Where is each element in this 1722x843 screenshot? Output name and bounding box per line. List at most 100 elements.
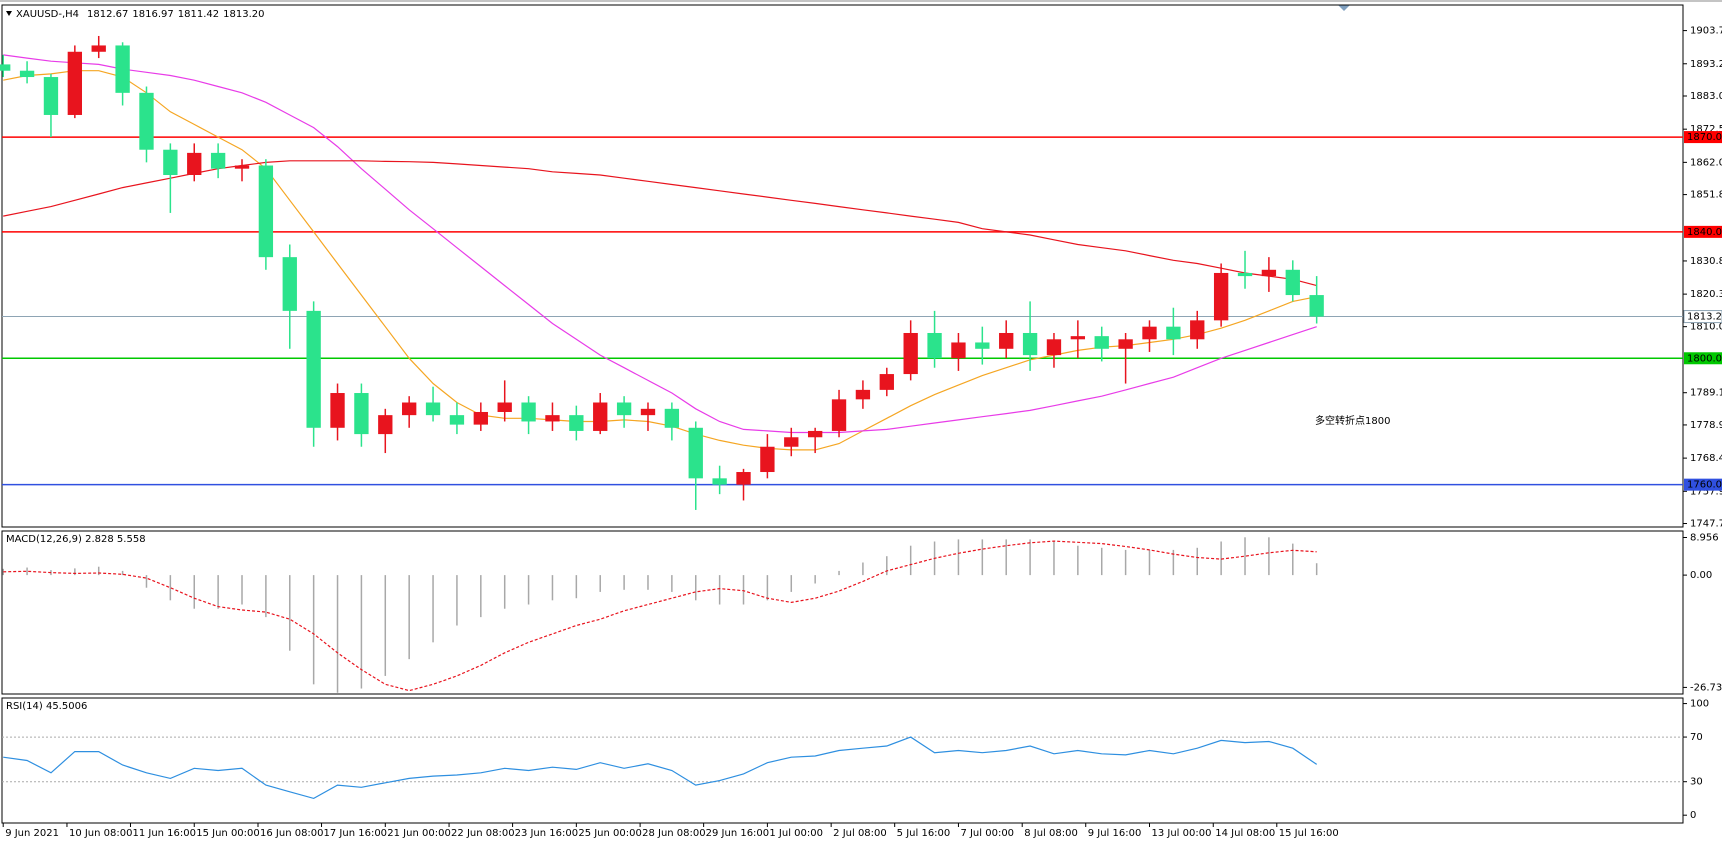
panel-frame [1, 697, 1684, 824]
panel-frame [1, 4, 1684, 528]
candle-body [1309, 295, 1324, 317]
menu-arrow [6, 11, 12, 16]
candle-body [43, 77, 59, 115]
ohlc-close: 1813.20 [223, 9, 264, 20]
candle-body [1213, 272, 1229, 321]
y-tick-label: 1757.90 [1690, 486, 1722, 497]
x-tick-label: 13 Jul 00:00 [1151, 828, 1211, 839]
last-price-label: 1813.20 [1687, 312, 1722, 323]
level-label: 1760.00 [1687, 480, 1722, 491]
candle-body [1285, 269, 1300, 296]
candle-body [1094, 336, 1109, 349]
y-tick-label: 8.956 [1690, 532, 1719, 543]
candle-body [234, 165, 250, 169]
main-header: XAUUSD-,H4 1812.67 1816.97 1811.42 1813.20 [16, 9, 264, 20]
candle-body [449, 415, 465, 425]
annotation: 多空转折点1800 [1315, 414, 1390, 427]
candle-body [903, 332, 918, 375]
candle-body [807, 430, 823, 438]
level-label-box [1684, 352, 1722, 365]
candle-body [0, 64, 11, 71]
y-tick-label: -26.731 [1690, 682, 1722, 693]
level-label-box [1684, 131, 1722, 144]
candle-body [831, 399, 847, 431]
candle-body [736, 472, 751, 485]
x-tick-label: 10 Jun 08:00 [69, 828, 133, 839]
candle-body [1022, 332, 1038, 356]
candle-body [664, 408, 680, 428]
candle-body [951, 342, 966, 359]
x-tick-label: 15 Jun 00:00 [196, 828, 260, 839]
candle-body [784, 437, 799, 447]
x-tick-label: 11 Jun 16:00 [132, 828, 196, 839]
candle-body [975, 342, 990, 349]
candle-body [306, 310, 321, 428]
candle-body [282, 257, 297, 311]
candle-body [210, 152, 226, 169]
y-tick-label: 100 [1690, 699, 1709, 710]
candle-body [1261, 269, 1277, 277]
y-tick-label: 0 [1690, 810, 1696, 821]
y-tick-label: 1862.00 [1690, 157, 1722, 168]
level-label: 1870.00 [1687, 132, 1722, 143]
candle-body [712, 478, 727, 485]
level-label-box [1684, 478, 1722, 491]
y-tick-label: 1851.80 [1690, 190, 1722, 201]
signal-line [3, 540, 1317, 692]
level-label: 1840.00 [1687, 227, 1722, 238]
candle-body [1070, 336, 1086, 340]
candle-body [425, 402, 441, 416]
candle-body [999, 332, 1014, 349]
x-tick-label: 1 Jul 00:00 [769, 828, 823, 839]
x-tick-label: 5 Jul 16:00 [897, 828, 951, 839]
candle-body [19, 70, 35, 78]
candle-body [1166, 326, 1181, 340]
candle-body [855, 389, 871, 400]
ohlc-open: 1812.67 [87, 9, 128, 20]
y-tick-label: 30 [1690, 777, 1703, 788]
candle-body [139, 92, 154, 150]
plot-layer: 1903.70 1893.20 1883.00 1872.50 1862.00 1851.… [0, 4, 1722, 839]
y-tick-label: 70 [1690, 732, 1703, 743]
y-tick-label: 1893.20 [1690, 59, 1722, 70]
candle-body [640, 408, 656, 416]
candle-body [354, 393, 369, 435]
candle-body [473, 411, 488, 425]
y-tick-label: 1747.70 [1690, 519, 1722, 530]
ohlc-low: 1811.42 [178, 9, 219, 20]
y-tick-label: 1810.00 [1690, 322, 1722, 333]
y-tick-label: 1820.30 [1690, 289, 1722, 300]
x-tick-label: 15 Jul 16:00 [1279, 828, 1339, 839]
candle-body [1142, 326, 1157, 340]
candle-body [616, 402, 632, 416]
x-tick-label: 23 Jun 16:00 [515, 828, 579, 839]
y-tick-label: 0.00 [1690, 570, 1712, 581]
x-tick-label: 25 Jun 00:00 [578, 828, 642, 839]
symbol: XAUUSD-,H4 [16, 9, 79, 20]
candle-body [67, 51, 83, 115]
x-tick-label: 22 Jun 08:00 [451, 828, 515, 839]
candle-body [879, 374, 894, 390]
candle-body [1190, 320, 1205, 340]
candle-body [545, 415, 560, 422]
rsi-line [3, 736, 1318, 800]
y-tick-label: 1872.50 [1690, 124, 1722, 135]
candle-body [688, 427, 703, 479]
x-tick-label: 14 Jul 08:00 [1215, 828, 1275, 839]
panel-frame [1, 530, 1684, 695]
x-tick-label: 9 Jul 16:00 [1088, 828, 1142, 839]
level-label-box [1684, 225, 1722, 238]
candle-body [927, 332, 942, 359]
candle-body [91, 45, 106, 52]
candle-body [187, 152, 202, 175]
candle-body [1046, 339, 1062, 356]
candle-body [593, 402, 608, 431]
x-tick-label: 28 Jun 08:00 [642, 828, 706, 839]
x-tick-label: 29 Jun 16:00 [706, 828, 770, 839]
candle-body [569, 415, 584, 431]
x-tick-label: 9 Jun 2021 [5, 828, 59, 839]
candle-body [258, 165, 274, 258]
